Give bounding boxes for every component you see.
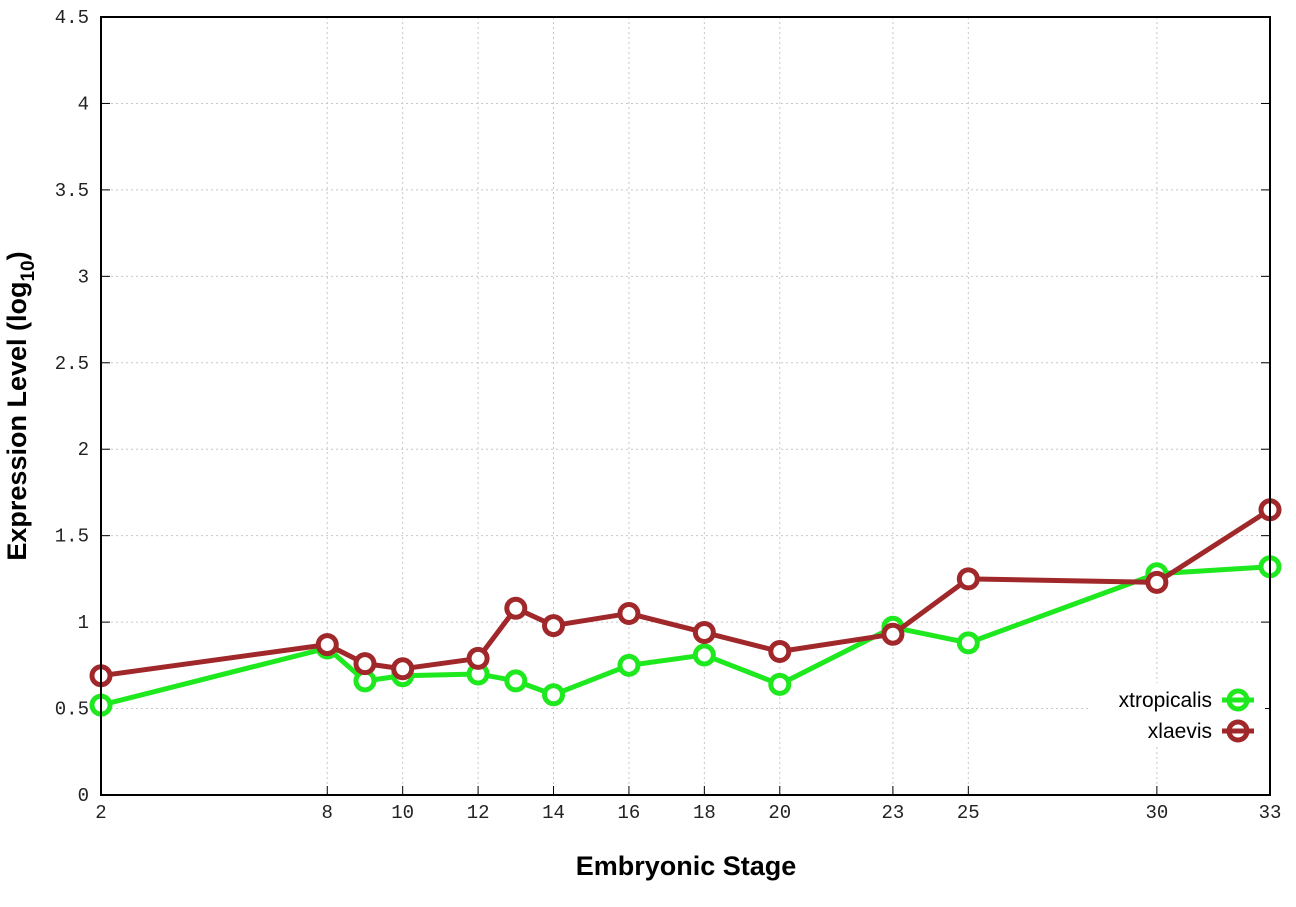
grid xyxy=(101,17,1270,795)
y-tick-label: 1 xyxy=(78,612,89,634)
x-tick-label: 20 xyxy=(768,802,791,824)
data-point-xlaevis xyxy=(768,640,792,664)
legend-label-xlaevis: xlaevis xyxy=(1148,720,1212,743)
data-point-xlaevis xyxy=(353,652,377,676)
x-axis-label: Embryonic Stage xyxy=(576,851,797,881)
plot-frame xyxy=(100,16,1271,796)
legend-marker-xtropicalis xyxy=(1226,688,1250,712)
y-tick-label: 3 xyxy=(78,266,89,288)
y-tick-label: 2.5 xyxy=(55,353,89,375)
x-tick-label: 10 xyxy=(391,802,414,824)
y-tick-label: 4.5 xyxy=(55,7,89,29)
x-tick-label: 8 xyxy=(322,802,333,824)
data-point-xlaevis xyxy=(881,622,905,646)
data-point-xlaevis xyxy=(315,633,339,657)
data-point-xlaevis xyxy=(391,657,415,681)
x-tick-label: 16 xyxy=(618,802,641,824)
data-point-xtropicalis xyxy=(617,653,641,677)
data-point-xlaevis xyxy=(617,601,641,625)
x-tick-label: 25 xyxy=(957,802,980,824)
data-point-xtropicalis xyxy=(692,643,716,667)
x-tick-label: 30 xyxy=(1145,802,1168,824)
y-tick-label: 0.5 xyxy=(55,699,89,721)
legend-label-xtropicalis: xtropicalis xyxy=(1119,689,1212,712)
y-axis-label: Expression Level (log10) xyxy=(2,251,39,560)
legend: xtropicalis xlaevis xyxy=(1090,683,1265,747)
data-point-xlaevis xyxy=(956,567,980,591)
data-point-xlaevis xyxy=(504,596,528,620)
y-tick-label: 3.5 xyxy=(55,180,89,202)
y-tick-label: 1.5 xyxy=(55,526,89,548)
data-point-xlaevis xyxy=(542,614,566,638)
x-tick-label: 33 xyxy=(1259,802,1282,824)
axis-ticks: 2 8 10 12 14 16 18 20 23 25 30 33 0 0.5 1 1.5 2 2.5 3 3.5 4 4… xyxy=(55,7,1282,824)
y-tick-label: 4 xyxy=(78,93,89,115)
data-point-xlaevis xyxy=(692,620,716,644)
series-group xyxy=(89,498,1282,717)
x-tick-label: 18 xyxy=(693,802,716,824)
x-tick-label: 2 xyxy=(95,802,106,824)
x-tick-label: 12 xyxy=(467,802,490,824)
y-tick-label: 2 xyxy=(78,439,89,461)
y-tick-label: 0 xyxy=(78,785,89,807)
data-point-xtropicalis xyxy=(542,683,566,707)
data-point-xtropicalis xyxy=(956,631,980,655)
data-point-xtropicalis xyxy=(504,669,528,693)
x-tick-label: 14 xyxy=(542,802,565,824)
series-xlaevis xyxy=(89,498,1282,688)
legend-marker-xlaevis xyxy=(1226,719,1250,743)
x-tick-label: 23 xyxy=(881,802,904,824)
series-line-xlaevis xyxy=(100,507,1272,679)
data-point-xlaevis xyxy=(1145,570,1169,594)
data-point-xtropicalis xyxy=(768,672,792,696)
data-point-xlaevis xyxy=(466,646,490,670)
